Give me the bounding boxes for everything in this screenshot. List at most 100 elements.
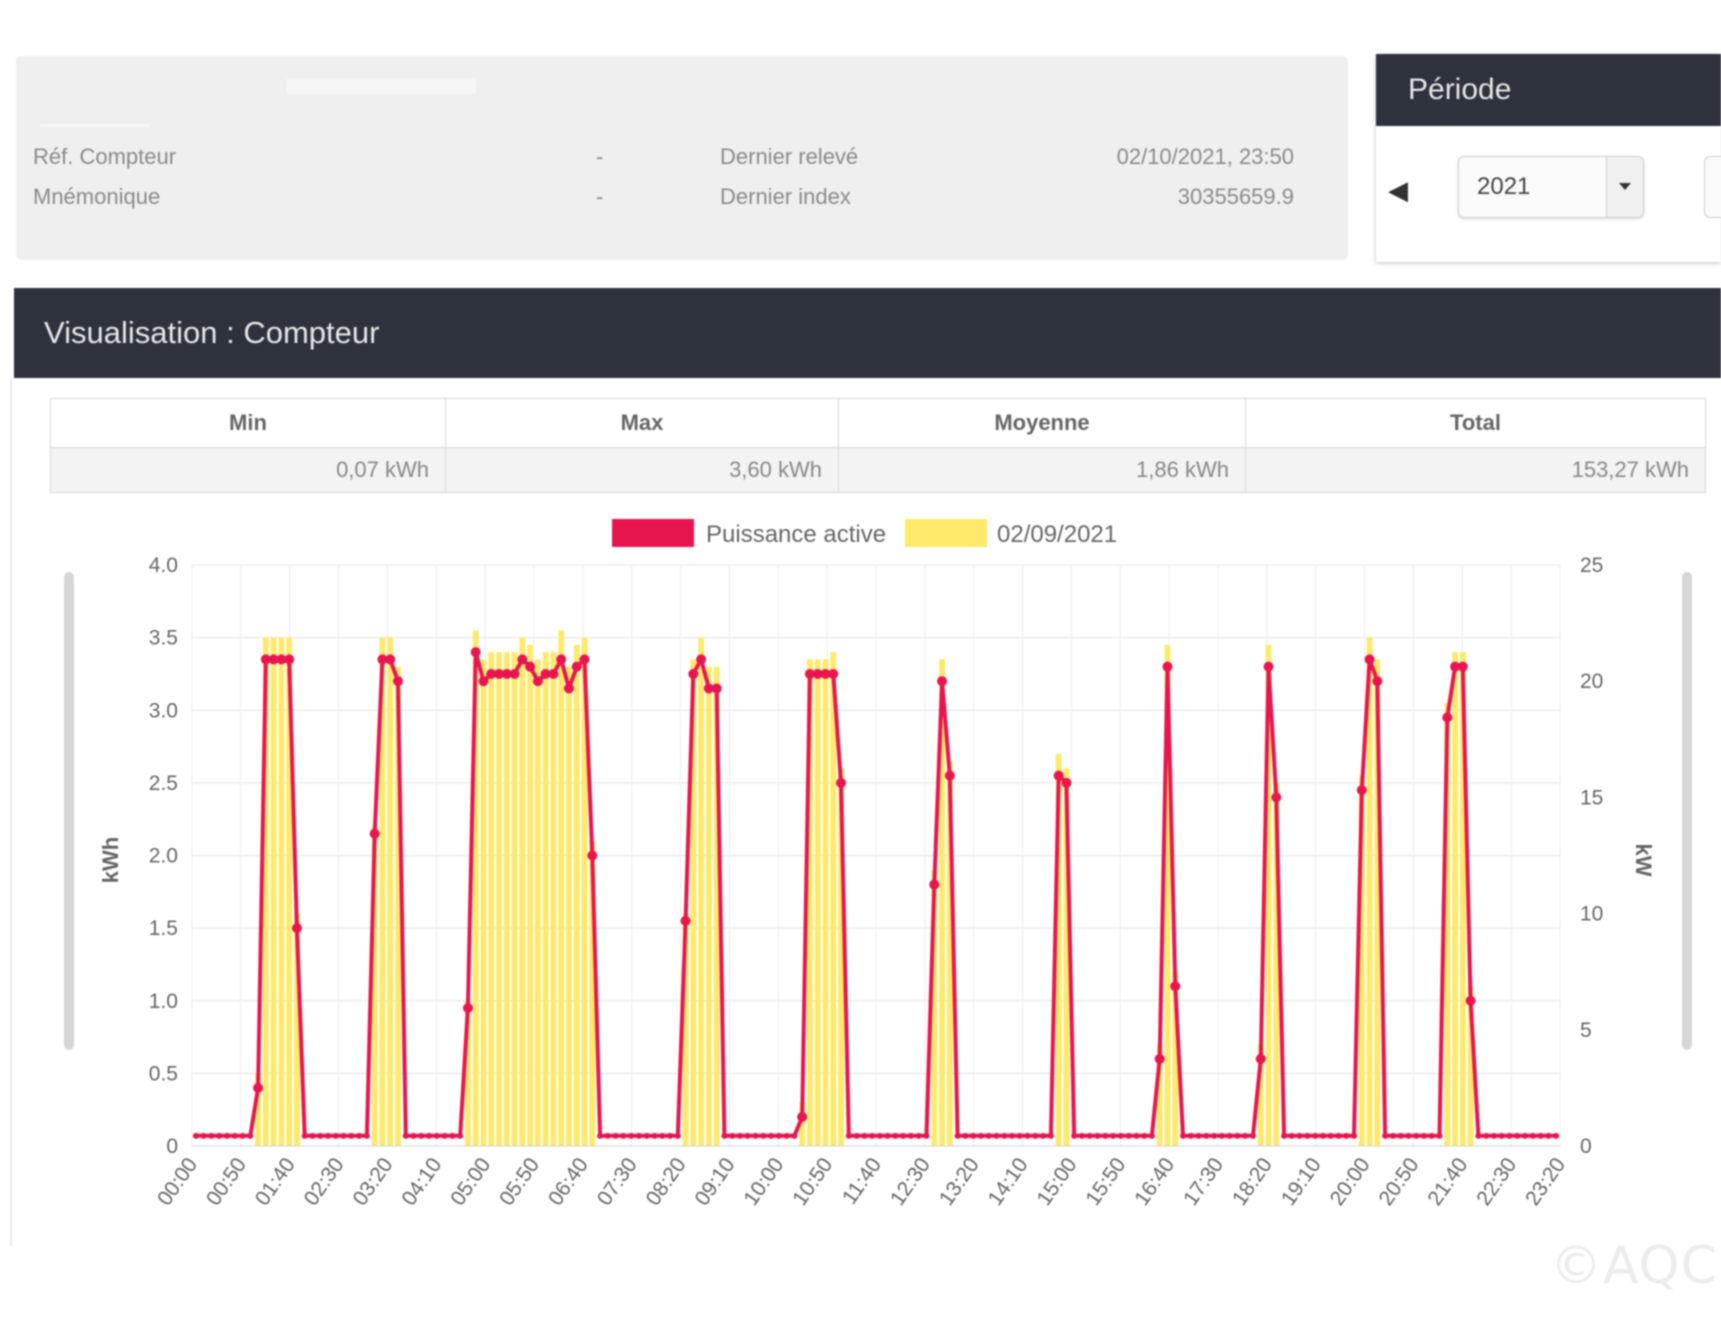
line-point bbox=[478, 676, 489, 687]
line-point bbox=[1032, 1132, 1039, 1139]
x-tick-label: 05:00 bbox=[446, 1154, 495, 1210]
line-point bbox=[216, 1132, 223, 1139]
line-point bbox=[985, 1132, 992, 1139]
bar bbox=[1358, 775, 1365, 1146]
line-point bbox=[392, 676, 403, 687]
y-left-tick-label: 3.5 bbox=[149, 627, 178, 650]
line-point bbox=[1187, 1132, 1194, 1139]
y-right-tick-label: 5 bbox=[1580, 1019, 1592, 1042]
line-point bbox=[1226, 1132, 1233, 1139]
bar bbox=[589, 840, 596, 1146]
y-left-tick-label: 0 bbox=[166, 1135, 178, 1158]
bar bbox=[535, 659, 541, 1146]
x-tick-label: 20:00 bbox=[1326, 1154, 1375, 1210]
line-point bbox=[1086, 1132, 1093, 1139]
bar bbox=[286, 637, 293, 1146]
x-tick-label: 21:40 bbox=[1423, 1154, 1472, 1210]
meter-info-panel bbox=[16, 56, 1348, 260]
panel-edge bbox=[10, 378, 12, 1246]
stats-value-min: 0,07 kWh bbox=[50, 447, 446, 493]
line-point bbox=[1094, 1132, 1101, 1139]
bar bbox=[387, 637, 394, 1146]
line-point bbox=[1271, 792, 1282, 803]
line-point bbox=[410, 1132, 417, 1139]
line-point bbox=[1148, 1132, 1155, 1139]
bar bbox=[496, 652, 502, 1146]
line-point bbox=[1529, 1132, 1536, 1139]
bar bbox=[1063, 768, 1070, 1146]
dropdown-toggle[interactable] bbox=[1606, 157, 1643, 217]
x-tick-label: 00:50 bbox=[202, 1154, 251, 1210]
line-point bbox=[736, 1132, 743, 1139]
bar bbox=[682, 913, 689, 1146]
line-point bbox=[1242, 1132, 1249, 1139]
line-point bbox=[1428, 1132, 1435, 1139]
next-control[interactable] bbox=[1704, 156, 1721, 218]
bar bbox=[1459, 652, 1466, 1146]
period-title: Période bbox=[1376, 54, 1721, 126]
ref-value: - bbox=[596, 144, 604, 169]
line-point bbox=[348, 1132, 355, 1139]
year-select[interactable]: 2021 bbox=[1458, 156, 1644, 218]
line-point bbox=[317, 1132, 324, 1139]
bar bbox=[480, 659, 487, 1146]
line-point bbox=[1249, 1132, 1256, 1139]
faint-divider bbox=[40, 124, 150, 127]
line-point bbox=[923, 1132, 930, 1139]
line-point bbox=[340, 1132, 347, 1139]
watermark: ©AQC bbox=[1550, 1236, 1718, 1296]
stats-header-avg: Moyenne bbox=[838, 398, 1246, 448]
line-point bbox=[1465, 995, 1476, 1006]
line-point bbox=[260, 654, 271, 665]
bar bbox=[1265, 644, 1272, 1146]
left-scroll-rail[interactable] bbox=[64, 572, 74, 1050]
bar bbox=[838, 768, 844, 1146]
line-point bbox=[1218, 1132, 1225, 1139]
line-point bbox=[869, 1132, 876, 1139]
line-point bbox=[1420, 1132, 1427, 1139]
bar bbox=[713, 666, 720, 1146]
line-point bbox=[587, 850, 598, 861]
x-tick-label: 05:50 bbox=[495, 1154, 544, 1210]
y-right-tick-label: 0 bbox=[1580, 1135, 1592, 1158]
line-point bbox=[1234, 1132, 1241, 1139]
line-point bbox=[301, 1132, 308, 1139]
bar bbox=[1156, 1044, 1163, 1146]
line-point bbox=[853, 1132, 860, 1139]
line-point bbox=[1490, 1132, 1497, 1139]
x-tick-label: 08:20 bbox=[642, 1154, 691, 1210]
line-point bbox=[418, 1132, 425, 1139]
line-point bbox=[525, 661, 536, 672]
line-point bbox=[1498, 1132, 1505, 1139]
legend-swatch-bar bbox=[905, 519, 987, 547]
line-point bbox=[597, 1132, 604, 1139]
line-point bbox=[1514, 1132, 1521, 1139]
right-scroll-rail[interactable] bbox=[1682, 572, 1692, 1050]
line-point bbox=[192, 1132, 199, 1139]
bar bbox=[1366, 637, 1373, 1146]
chevron-down-icon bbox=[1619, 183, 1631, 190]
bar bbox=[519, 637, 526, 1146]
year-value: 2021 bbox=[1477, 173, 1531, 200]
left-axis-title: kWh bbox=[98, 837, 123, 883]
x-tick-label: 10:00 bbox=[739, 1154, 788, 1210]
line-point bbox=[208, 1132, 215, 1139]
line-point bbox=[1522, 1132, 1529, 1139]
bar bbox=[1467, 986, 1474, 1146]
line-point bbox=[1110, 1132, 1117, 1139]
line-point bbox=[579, 654, 590, 665]
line-point bbox=[744, 1132, 751, 1139]
line-point bbox=[385, 654, 396, 665]
legend-label-bar: 02/09/2021 bbox=[997, 521, 1117, 548]
line-point bbox=[937, 676, 948, 687]
bar bbox=[706, 666, 712, 1146]
line-point bbox=[402, 1132, 409, 1139]
caret-left-icon[interactable]: ◀ bbox=[1388, 175, 1408, 205]
y-right-tick-label: 20 bbox=[1580, 670, 1603, 693]
line-point bbox=[752, 1132, 759, 1139]
bar bbox=[558, 630, 565, 1146]
line-point bbox=[667, 1132, 674, 1139]
x-tick-label: 20:50 bbox=[1375, 1154, 1424, 1210]
x-tick-label: 15:00 bbox=[1033, 1154, 1082, 1210]
bar bbox=[465, 1000, 471, 1146]
